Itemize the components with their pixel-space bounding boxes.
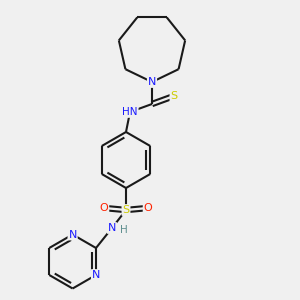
Text: N: N <box>68 230 77 239</box>
Text: HN: HN <box>122 107 138 117</box>
Text: N: N <box>148 77 156 87</box>
Text: O: O <box>144 203 152 213</box>
Text: S: S <box>122 205 130 215</box>
Text: S: S <box>170 91 178 101</box>
Text: N: N <box>108 223 116 233</box>
Text: H: H <box>120 225 128 235</box>
Text: N: N <box>92 270 100 280</box>
Text: O: O <box>100 203 108 213</box>
